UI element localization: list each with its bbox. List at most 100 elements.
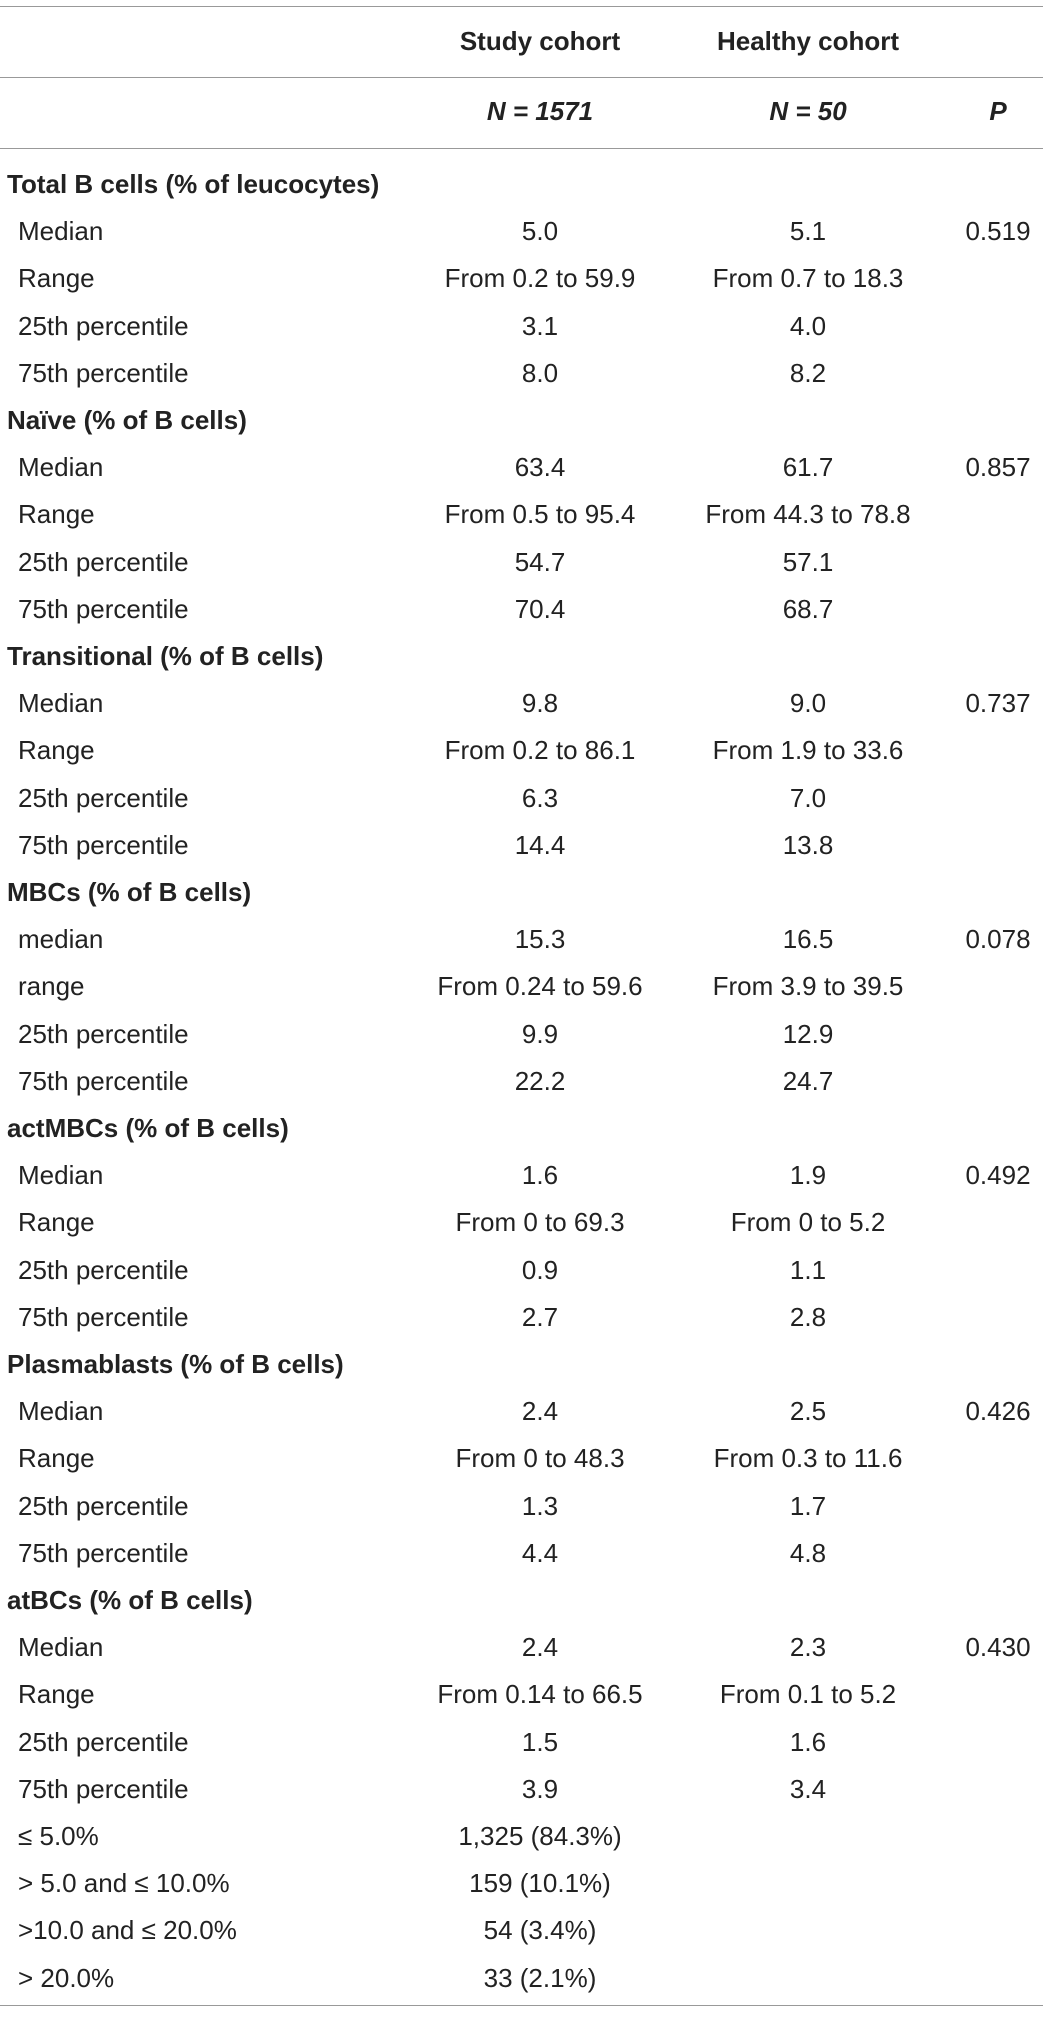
cell-p: 0.426 (965, 1396, 1031, 1427)
row-label: Range (18, 263, 95, 294)
cell-healthy: From 0.1 to 5.2 (719, 1679, 897, 1710)
cell-study: 14.4 (514, 829, 566, 860)
row-label: 75th percentile (18, 357, 189, 388)
row-label: Median (18, 688, 104, 719)
cell-study: From 0 to 48.3 (455, 1443, 625, 1474)
cell-healthy: 2.8 (789, 1301, 827, 1332)
cell-study: 8.0 (521, 357, 559, 388)
cell-study: From 0.14 to 66.5 (437, 1679, 643, 1710)
header-bottom-rule (0, 148, 1043, 149)
cell-study: 33 (2.1%) (483, 1962, 597, 1993)
cell-study: 2.4 (521, 1632, 559, 1663)
row-label: Range (18, 499, 95, 530)
row-label: 25th percentile (18, 1254, 189, 1285)
cell-study: 3.1 (521, 310, 559, 341)
top-rule (0, 6, 1043, 7)
cell-study: From 0 to 69.3 (455, 1207, 625, 1238)
row-label: 25th percentile (18, 1490, 189, 1521)
row-label: Median (18, 1396, 104, 1427)
cell-healthy: From 0.3 to 11.6 (713, 1443, 903, 1474)
column-header: Study cohort (459, 26, 621, 56)
cell-study: 2.7 (521, 1301, 559, 1332)
cell-p: 0.492 (965, 1160, 1031, 1191)
p-header: P (989, 96, 1007, 126)
cell-healthy: From 3.9 to 39.5 (712, 971, 904, 1002)
cell-healthy: From 0.7 to 18.3 (712, 263, 904, 294)
cell-healthy: From 1.9 to 33.6 (712, 735, 904, 766)
row-label: 25th percentile (18, 310, 189, 341)
cell-p: 0.857 (965, 452, 1031, 483)
cell-study: 15.3 (514, 924, 566, 955)
cell-healthy: 8.2 (789, 357, 827, 388)
cell-healthy: 2.5 (789, 1396, 827, 1427)
cell-healthy: 12.9 (782, 1018, 834, 1049)
column-n: N = 1571 (486, 96, 594, 126)
cell-healthy: 9.0 (789, 688, 827, 719)
cell-study: 1.6 (521, 1160, 559, 1191)
row-label: 75th percentile (18, 1301, 189, 1332)
cell-study: 3.9 (521, 1773, 559, 1804)
cell-study: 63.4 (514, 452, 566, 483)
row-label: Median (18, 216, 104, 247)
section-title: atBCs (% of B cells) (7, 1585, 253, 1615)
cell-healthy: 16.5 (782, 924, 834, 955)
cell-p: 0.078 (965, 924, 1031, 955)
cell-p: 0.737 (965, 688, 1031, 719)
section-title: Transitional (% of B cells) (7, 641, 324, 671)
cell-study: 9.9 (521, 1018, 559, 1049)
cell-study: 2.4 (521, 1396, 559, 1427)
cell-study: 54 (3.4%) (483, 1915, 597, 1946)
cell-study: 5.0 (521, 216, 559, 247)
row-label: Median (18, 1632, 104, 1663)
cell-study: 6.3 (521, 782, 559, 813)
row-label: 25th percentile (18, 1726, 189, 1757)
cell-healthy: 1.7 (789, 1490, 827, 1521)
cell-study: From 0.2 to 59.9 (444, 263, 636, 294)
cell-study: 4.4 (521, 1537, 559, 1568)
cell-healthy: 5.1 (789, 216, 827, 247)
row-label: > 20.0% (18, 1962, 115, 1993)
cell-study: 159 (10.1%) (469, 1868, 611, 1899)
cell-study: 0.9 (521, 1254, 559, 1285)
cell-healthy: 68.7 (782, 593, 834, 624)
cell-study: 54.7 (514, 546, 566, 577)
cell-study: From 0.5 to 95.4 (444, 499, 636, 530)
section-title: Plasmablasts (% of B cells) (7, 1349, 344, 1379)
row-label: median (18, 924, 104, 955)
row-label: 75th percentile (18, 1773, 189, 1804)
column-n: N = 50 (769, 96, 847, 126)
cell-healthy: 4.0 (789, 310, 827, 341)
column-header: Healthy cohort (716, 26, 900, 56)
row-label: 75th percentile (18, 593, 189, 624)
cell-healthy: 3.4 (789, 1773, 827, 1804)
cell-healthy: From 44.3 to 78.8 (705, 499, 911, 530)
row-label: > 5.0 and ≤ 10.0% (18, 1868, 230, 1899)
row-label: Median (18, 1160, 104, 1191)
cell-healthy: 7.0 (789, 782, 827, 813)
cell-study: 1.3 (521, 1490, 559, 1521)
cell-study: From 0.24 to 59.6 (437, 971, 643, 1002)
row-label: 75th percentile (18, 1065, 189, 1096)
row-label: Range (18, 1679, 95, 1710)
row-label: Range (18, 735, 95, 766)
section-title: Naïve (% of B cells) (7, 405, 247, 435)
cell-healthy: 1.9 (789, 1160, 827, 1191)
row-label: 25th percentile (18, 1018, 189, 1049)
cell-healthy: 61.7 (782, 452, 834, 483)
cell-study: From 0.2 to 86.1 (444, 735, 636, 766)
cell-healthy: 2.3 (789, 1632, 827, 1663)
cell-p: 0.430 (965, 1632, 1031, 1663)
section-title: Total B cells (% of leucocytes) (7, 169, 380, 199)
cell-healthy: 4.8 (789, 1537, 827, 1568)
section-title: actMBCs (% of B cells) (7, 1113, 289, 1143)
cell-p: 0.519 (965, 216, 1031, 247)
cell-study: 70.4 (514, 593, 566, 624)
row-label: range (18, 971, 85, 1002)
cell-study: 22.2 (514, 1065, 566, 1096)
row-label: 25th percentile (18, 782, 189, 813)
row-label: ≤ 5.0% (18, 1821, 99, 1851)
row-label: 75th percentile (18, 1537, 189, 1568)
row-label: >10.0 and ≤ 20.0% (18, 1915, 237, 1946)
section-title: MBCs (% of B cells) (7, 877, 252, 907)
